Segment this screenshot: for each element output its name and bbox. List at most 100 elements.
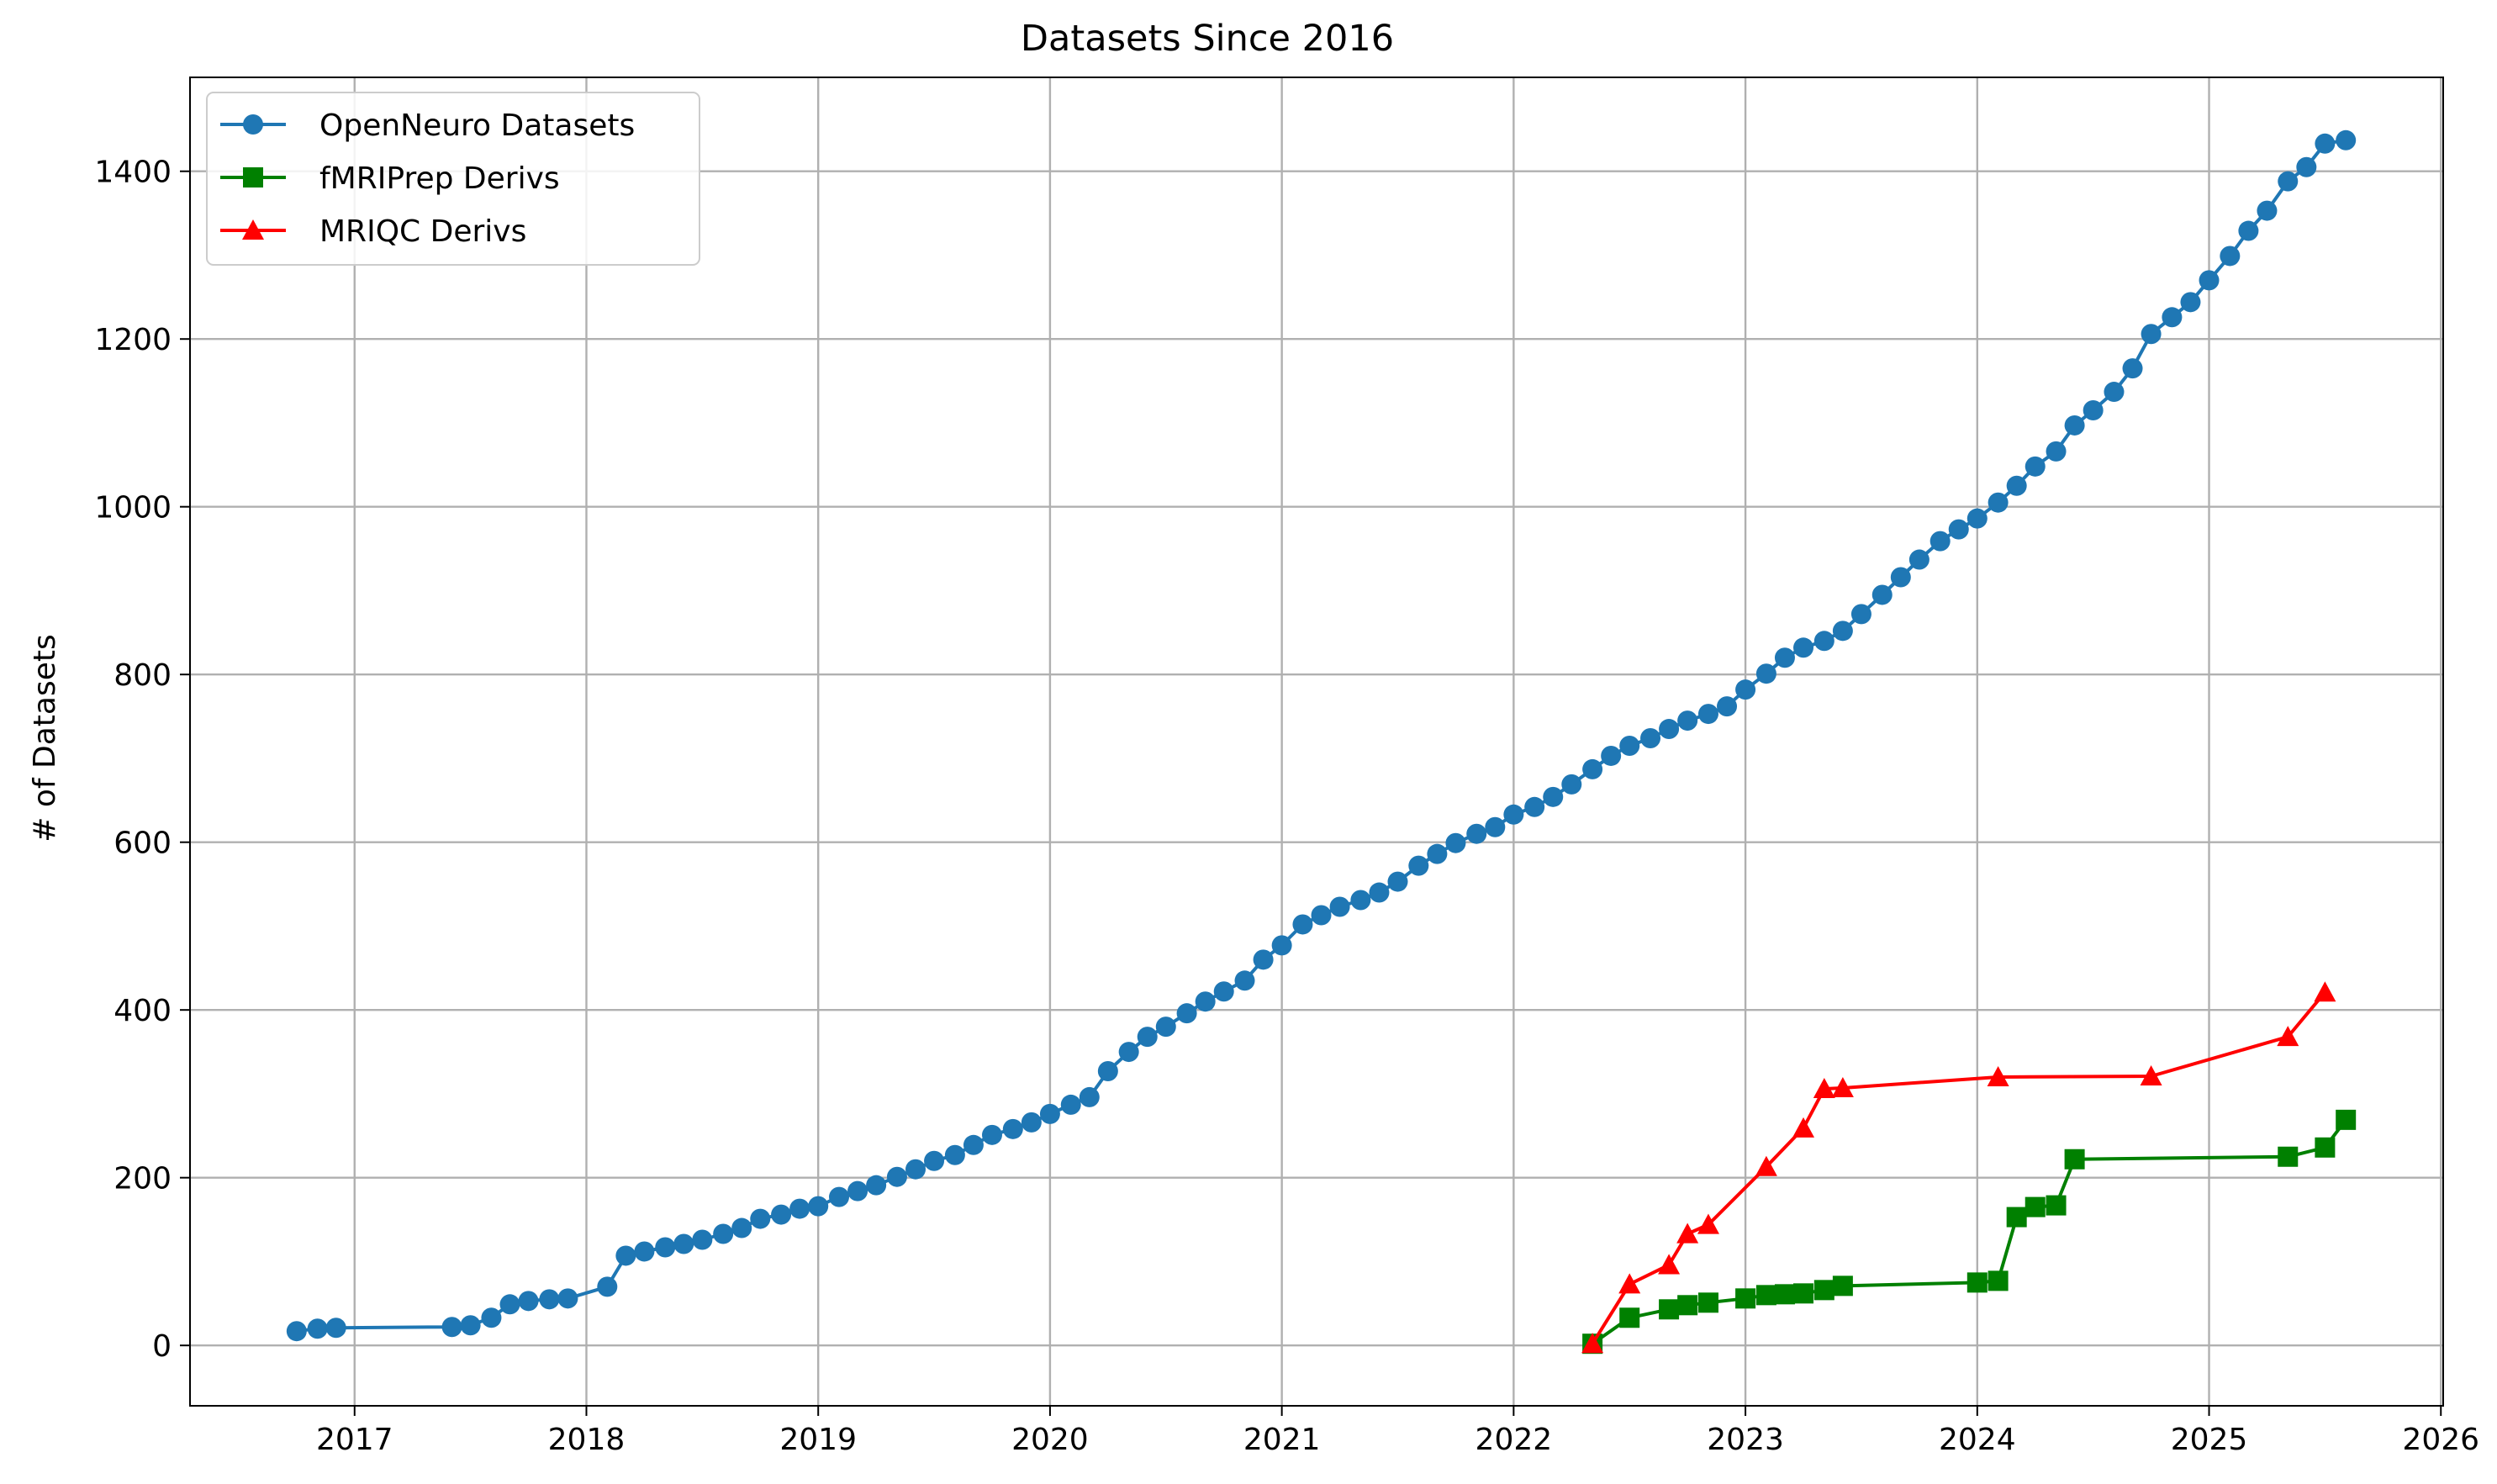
data-point-openneuro-datasets bbox=[1543, 786, 1564, 807]
data-point-openneuro-datasets bbox=[944, 1144, 965, 1165]
data-point-openneuro-datasets bbox=[2025, 456, 2046, 477]
data-point-fmriprep-derivs bbox=[1659, 1299, 1680, 1320]
x-tick-label: 2021 bbox=[1243, 1423, 1321, 1457]
data-point-openneuro-datasets bbox=[1966, 508, 1988, 529]
x-tick-label: 2018 bbox=[548, 1423, 626, 1457]
data-point-fmriprep-derivs bbox=[2006, 1207, 2027, 1228]
data-point-openneuro-datasets bbox=[673, 1233, 694, 1254]
data-point-openneuro-datasets bbox=[1445, 832, 1466, 853]
data-point-fmriprep-derivs bbox=[2336, 1109, 2357, 1130]
data-point-fmriprep-derivs bbox=[1774, 1284, 1795, 1305]
data-point-openneuro-datasets bbox=[655, 1237, 676, 1258]
data-point-openneuro-datasets bbox=[557, 1288, 578, 1309]
data-point-openneuro-datasets bbox=[460, 1315, 481, 1336]
data-point-openneuro-datasets bbox=[731, 1217, 752, 1238]
legend-swatch-marker bbox=[243, 114, 263, 135]
data-point-openneuro-datasets bbox=[692, 1229, 713, 1250]
data-point-openneuro-datasets bbox=[1195, 991, 1216, 1012]
legend-swatch-marker bbox=[242, 219, 264, 240]
data-point-openneuro-datasets bbox=[1948, 519, 1969, 540]
data-point-openneuro-datasets bbox=[1311, 905, 1332, 926]
data-point-fmriprep-derivs bbox=[2315, 1137, 2336, 1158]
legend-box bbox=[206, 92, 700, 266]
data-point-mriqc-derivs bbox=[1831, 1076, 1854, 1098]
data-point-openneuro-datasets bbox=[1234, 970, 1255, 991]
data-point-openneuro-datasets bbox=[1213, 981, 1234, 1002]
data-point-mriqc-derivs bbox=[1581, 1333, 1604, 1354]
data-point-openneuro-datasets bbox=[1503, 804, 1524, 825]
legend: OpenNeuro Datasets fMRIPrep Derivs MRIQC D… bbox=[206, 92, 700, 266]
data-point-openneuro-datasets bbox=[1697, 704, 1718, 725]
data-point-fmriprep-derivs bbox=[1813, 1280, 1834, 1301]
data-point-fmriprep-derivs bbox=[1755, 1285, 1776, 1306]
data-point-openneuro-datasets bbox=[1021, 1112, 1042, 1133]
data-point-openneuro-datasets bbox=[1832, 621, 1853, 642]
legend-item-fmriprep-derivs: fMRIPrep Derivs bbox=[220, 161, 560, 196]
data-point-openneuro-datasets bbox=[1561, 774, 1582, 795]
data-point-openneuro-datasets bbox=[789, 1198, 810, 1219]
data-point-mriqc-derivs bbox=[1755, 1155, 1777, 1176]
data-point-openneuro-datasets bbox=[325, 1318, 346, 1339]
data-point-openneuro-datasets bbox=[481, 1307, 502, 1328]
x-axis-ticks: 2017 2018 2019 2020 2021 2022 2023 2024 2025 2026 bbox=[316, 1406, 2479, 1457]
data-point-openneuro-datasets bbox=[1387, 871, 1408, 892]
data-point-openneuro-datasets bbox=[1155, 1017, 1176, 1038]
data-point-openneuro-datasets bbox=[1774, 647, 1795, 668]
data-point-fmriprep-derivs bbox=[2025, 1196, 2046, 1217]
plot-frame bbox=[189, 77, 2444, 1407]
data-point-openneuro-datasets bbox=[866, 1175, 887, 1196]
x-tick-label: 2023 bbox=[1707, 1423, 1784, 1457]
data-point-openneuro-datasets bbox=[2220, 246, 2241, 267]
data-point-fmriprep-derivs bbox=[1966, 1272, 1988, 1293]
y-tick-label: 0 bbox=[152, 1329, 172, 1364]
data-point-openneuro-datasets bbox=[286, 1321, 307, 1342]
legend-item-openneuro-datasets: OpenNeuro Datasets bbox=[220, 108, 635, 143]
data-point-openneuro-datasets bbox=[2238, 220, 2259, 241]
data-point-openneuro-datasets bbox=[1002, 1118, 1023, 1139]
y-tick-label: 1000 bbox=[94, 491, 172, 525]
data-point-openneuro-datasets bbox=[2122, 358, 2143, 379]
data-point-fmriprep-derivs bbox=[1832, 1275, 1853, 1297]
data-point-openneuro-datasets bbox=[1253, 949, 1274, 970]
x-tick-label: 2017 bbox=[316, 1423, 393, 1457]
data-point-openneuro-datasets bbox=[1640, 728, 1661, 749]
data-point-mriqc-derivs bbox=[2314, 981, 2336, 1002]
data-point-openneuro-datasets bbox=[1908, 549, 1930, 570]
y-tick-label: 200 bbox=[114, 1162, 172, 1196]
data-point-openneuro-datasets bbox=[2296, 156, 2317, 177]
data-point-openneuro-datasets bbox=[713, 1223, 734, 1244]
data-point-openneuro-datasets bbox=[1408, 855, 1429, 876]
data-point-openneuro-datasets bbox=[2006, 475, 2027, 496]
series-mriqc-derivs bbox=[1581, 981, 2336, 1354]
data-point-openneuro-datasets bbox=[1601, 745, 1622, 766]
data-point-openneuro-datasets bbox=[924, 1150, 945, 1171]
data-point-mriqc-derivs bbox=[1658, 1254, 1681, 1275]
data-point-fmriprep-derivs bbox=[1697, 1292, 1718, 1313]
x-tick-label: 2022 bbox=[1476, 1423, 1553, 1457]
legend-swatch-marker bbox=[243, 167, 263, 187]
data-point-openneuro-datasets bbox=[1329, 896, 1350, 917]
data-point-mriqc-derivs bbox=[1676, 1223, 1699, 1244]
data-point-openneuro-datasets bbox=[499, 1294, 520, 1315]
data-point-mriqc-derivs bbox=[2277, 1026, 2299, 1047]
data-point-openneuro-datasets bbox=[1524, 796, 1545, 817]
data-point-openneuro-datasets bbox=[2336, 129, 2357, 151]
data-point-openneuro-datasets bbox=[829, 1186, 850, 1207]
data-point-openneuro-datasets bbox=[2180, 292, 2201, 313]
data-point-openneuro-datasets bbox=[2083, 399, 2104, 420]
grid-lines bbox=[190, 77, 2443, 1406]
data-point-openneuro-datasets bbox=[1271, 935, 1292, 956]
series-layer bbox=[286, 129, 2357, 1355]
data-point-mriqc-derivs bbox=[1987, 1065, 2009, 1087]
data-point-fmriprep-derivs bbox=[2278, 1146, 2299, 1167]
data-point-openneuro-datasets bbox=[2104, 382, 2125, 403]
data-point-openneuro-datasets bbox=[1079, 1086, 1100, 1107]
data-point-openneuro-datasets bbox=[2199, 270, 2220, 291]
data-point-fmriprep-derivs bbox=[1988, 1270, 2009, 1291]
data-point-openneuro-datasets bbox=[2257, 200, 2278, 221]
data-point-openneuro-datasets bbox=[1619, 735, 1640, 756]
legend-item-mriqc-derivs: MRIQC Derivs bbox=[220, 214, 526, 249]
data-point-openneuro-datasets bbox=[1735, 679, 1756, 700]
data-point-openneuro-datasets bbox=[1427, 843, 1448, 864]
